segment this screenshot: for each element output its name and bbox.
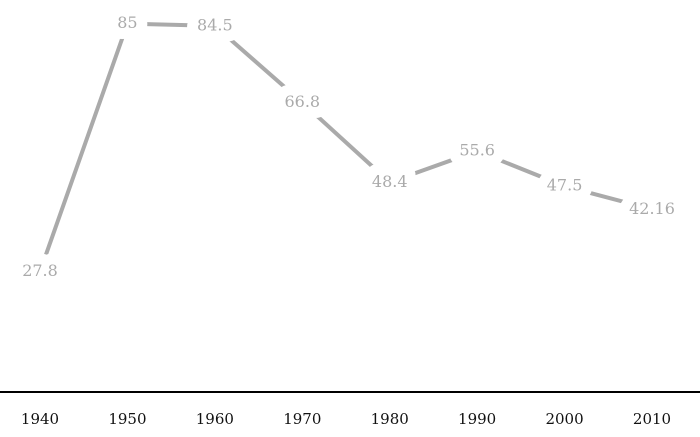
data-label: 27.8 [22,261,58,280]
x-tick-label: 2000 [545,410,583,428]
data-label: 42.16 [629,199,675,218]
x-tick-label: 1990 [458,410,496,428]
series-line [38,21,653,273]
x-tick-label: 1980 [371,410,409,428]
data-label: 85 [117,13,137,32]
x-tick-label: 1960 [196,410,234,428]
x-tick-label: 1950 [108,410,146,428]
data-label: 55.6 [459,141,495,160]
x-tick-label: 1940 [21,410,59,428]
data-label: 84.5 [197,15,233,34]
data-label: 48.4 [372,172,408,191]
x-tick-label: 2010 [633,410,671,428]
x-tick-label: 1970 [283,410,321,428]
data-label: 47.5 [547,176,583,195]
data-label: 66.8 [284,92,320,111]
